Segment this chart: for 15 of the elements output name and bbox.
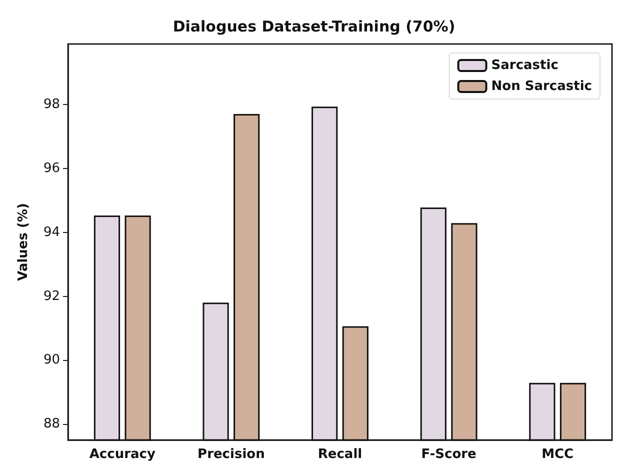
legend-label: Sarcastic — [491, 58, 558, 73]
chart-title: Dialogues Dataset-Training (70%) — [172, 18, 456, 36]
y-tick-label: 96 — [43, 161, 60, 176]
y-tick-label: 98 — [43, 97, 60, 112]
y-axis-title: Values (%) — [16, 203, 31, 281]
x-tick-label: Accuracy — [89, 447, 156, 462]
x-tick-label: MCC — [542, 447, 574, 462]
legend-label: Non Sarcastic — [491, 79, 592, 94]
y-tick-label: 90 — [43, 352, 60, 368]
y-tick-label: 92 — [43, 288, 60, 304]
x-tick-label: F-Score — [421, 447, 477, 462]
x-tick-label: Precision — [198, 447, 265, 462]
x-tick-label: Recall — [318, 447, 362, 462]
y-tick-label: 88 — [43, 416, 60, 432]
y-tick-label: 94 — [43, 224, 60, 240]
